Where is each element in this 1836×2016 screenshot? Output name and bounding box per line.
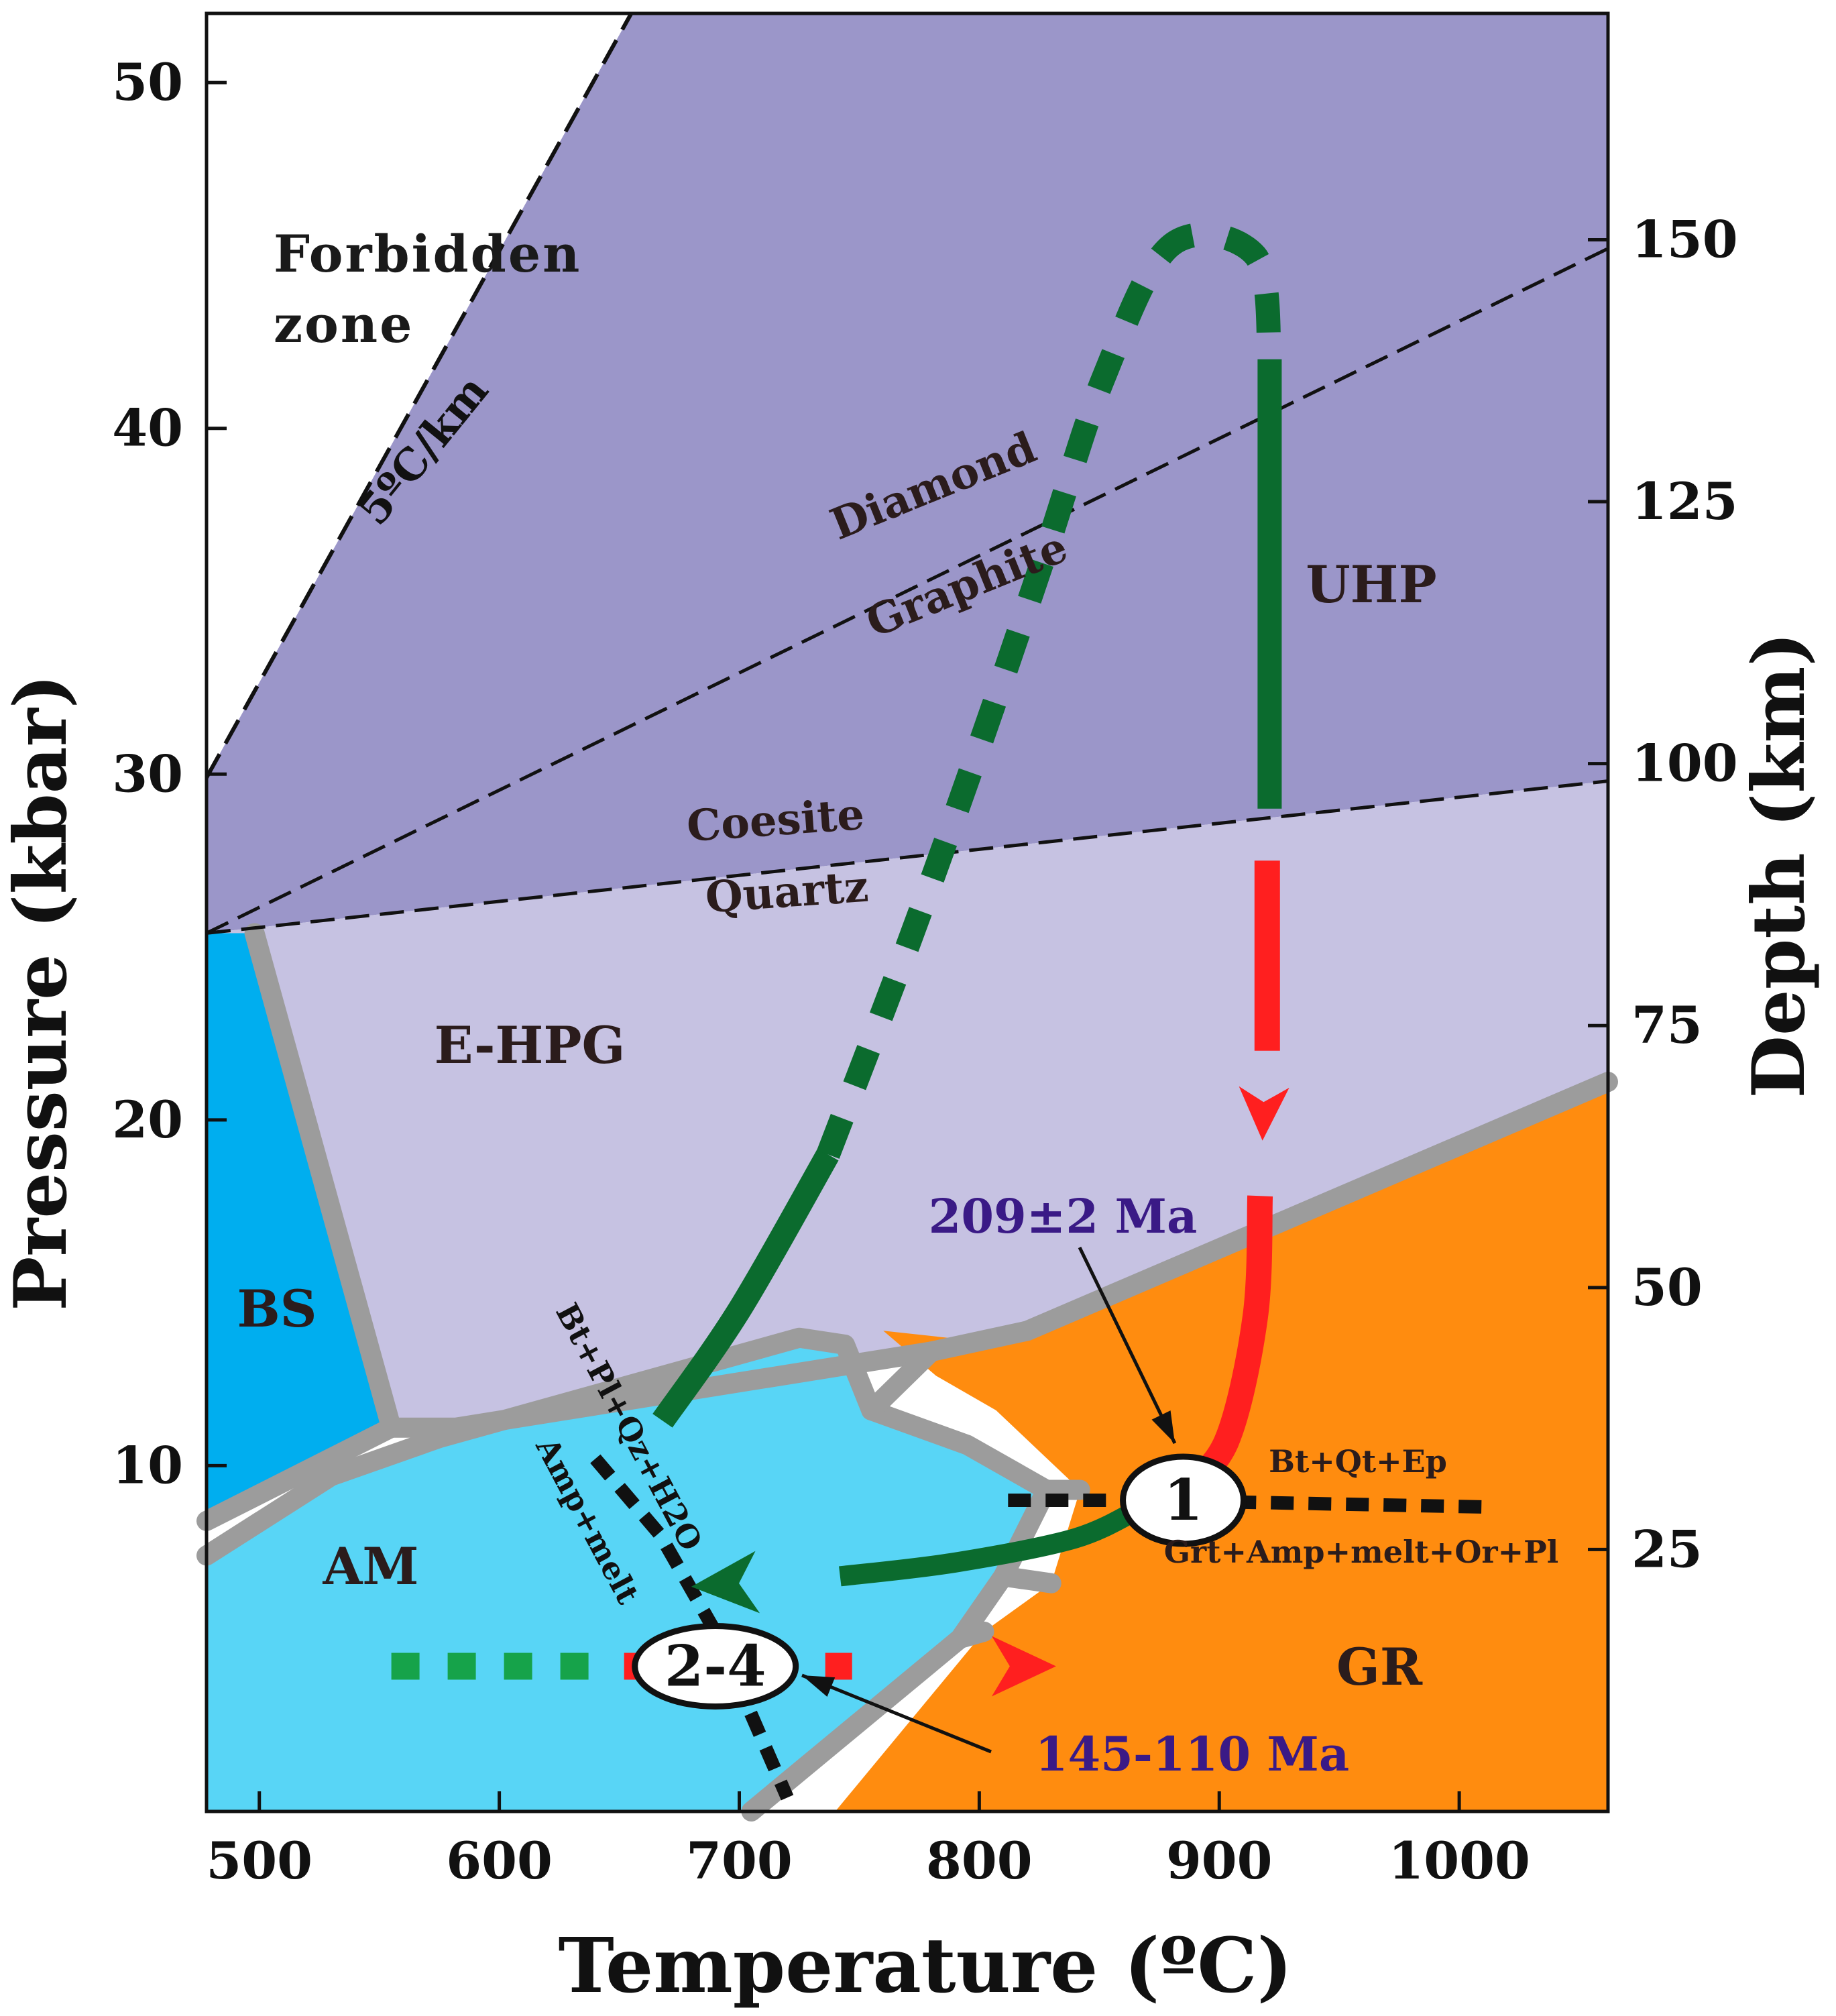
boundary-line-0 (205, 12, 634, 779)
reheating-arrowhead (991, 1636, 1056, 1697)
y2-tick-label-100: 100 (1631, 734, 1738, 793)
boundary-line-1 (205, 247, 1609, 935)
age-pointer-1-head (1151, 1410, 1175, 1443)
quartz-label: Quartz (703, 862, 870, 923)
stage-markers: 1 2-4 (632, 1246, 1247, 1754)
age-pointer-1-line (1078, 1246, 1177, 1445)
age-label-1: 209±2 Ma (929, 1188, 1198, 1244)
y2-tick-label-75: 75 (1631, 995, 1703, 1055)
cooling-path (839, 1498, 1147, 1587)
prograde-path-solid-lower (652, 1148, 839, 1428)
plot-border (205, 11, 1610, 1813)
reaction-boundaries (205, 12, 1609, 1801)
age-pointer-2-head (802, 1675, 836, 1697)
x-tick-label-700: 700 (686, 1831, 793, 1891)
pt-paths (391, 222, 1289, 1697)
y-axis-title: Pressure (kbar) (0, 674, 83, 1311)
y2-tick-label-50: 50 (1631, 1257, 1703, 1317)
x-tick-label-800: 800 (926, 1831, 1033, 1891)
x-tick-label-500: 500 (206, 1831, 312, 1891)
y-tick-label-50: 50 (112, 52, 183, 112)
boundary-line-2 (206, 779, 1609, 935)
x-tick-label-900: 900 (1166, 1831, 1273, 1891)
field-boundary-2 (196, 1417, 402, 1531)
x-tick-label-600: 600 (446, 1831, 553, 1891)
x-tick-label-1000: 1000 (1388, 1831, 1530, 1891)
y2-tick-label-150: 150 (1631, 209, 1738, 269)
field-label-bs: BS (237, 1279, 317, 1339)
y-tick-label-30: 30 (112, 744, 183, 803)
decompression-arrowhead (1239, 1086, 1289, 1141)
reaction-label-lower: Grt+Amp+melt+Or+Pl (1164, 1534, 1559, 1570)
field-boundary-5 (993, 1566, 1062, 1593)
coesite-label: Coesite (685, 789, 866, 852)
stage-marker-2 (632, 1622, 799, 1710)
stage-label-1: 1 (1163, 1467, 1202, 1533)
cooling-arrowhead (691, 1551, 760, 1614)
prograde-path-dashed (817, 222, 1282, 1159)
stage-label-2: 2-4 (665, 1632, 766, 1699)
y2-axis-title: Depth (km) (1737, 632, 1821, 1098)
boundary-line-4 (1008, 1494, 1495, 1514)
y-tick-label-40: 40 (112, 398, 183, 458)
y-tick-label-10: 10 (112, 1435, 183, 1495)
axis-ticks: 500 600 700 800 900 1000102030405025507510012… (112, 52, 1737, 1891)
boundary-line-3 (590, 1454, 794, 1801)
field-bs (207, 933, 392, 1521)
field-label-ehpg: E-HPG (435, 1015, 626, 1075)
stage-marker-1 (1120, 1453, 1247, 1547)
reaction-label-upper: Bt+Qt+Ep (1269, 1443, 1447, 1479)
field-label-gr: GR (1336, 1637, 1423, 1697)
field-label-am: AM (322, 1536, 418, 1596)
age-pointer-2-line (801, 1673, 992, 1754)
forbidden-zone-label-1: Forbidden (274, 224, 581, 284)
y-tick-label-20: 20 (112, 1090, 183, 1150)
field-boundary-6 (950, 1621, 994, 1649)
field-label-uhp: UHP (1306, 555, 1436, 614)
x-axis-title: Temperature (ºC) (559, 1922, 1293, 2010)
field-boundary-3 (861, 1341, 941, 1420)
forbidden-zone-label-2: zone (274, 294, 414, 354)
y2-tick-label-125: 125 (1631, 471, 1738, 531)
age-label-2: 145-110 Ma (1035, 1726, 1350, 1782)
plot-frame (205, 11, 1610, 1813)
y2-tick-label-25: 25 (1631, 1519, 1703, 1579)
